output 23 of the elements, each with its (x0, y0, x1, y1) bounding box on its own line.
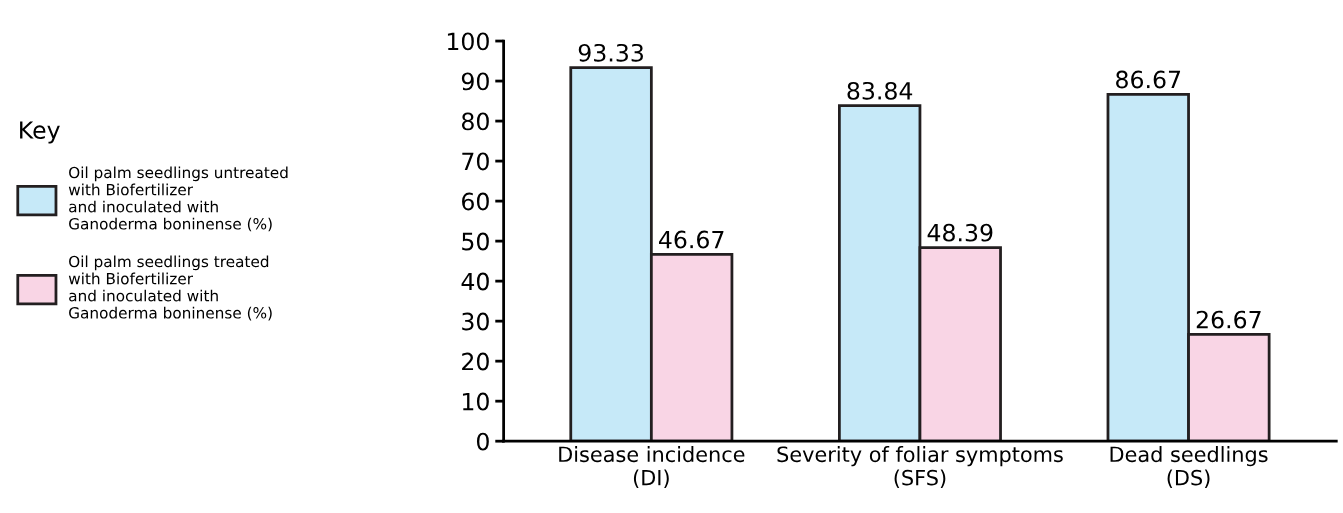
y-tick-label: 50 (462, 232, 489, 251)
data-label: 86.67 (1116, 70, 1181, 89)
data-label: 83.84 (847, 81, 913, 100)
y-tick-label: 10 (462, 392, 489, 411)
x-tick-label: Severity of foliar symptoms (SFS) (777, 446, 1063, 488)
legend-label: Oil palm seedlings treated with Biofertilizer and inoculated with Ganoderma boninense (%) (68, 255, 272, 321)
y-tick-label: 60 (462, 192, 489, 211)
data-label: 46.67 (659, 230, 724, 249)
data-label: 48.39 (927, 223, 993, 242)
y-tick-label: 40 (461, 272, 489, 291)
legend-label: Oil palm seedlings untreated with Biofertilizer and inoculated with Ganoderma boninense (%) (68, 166, 288, 232)
data-label: 26.67 (1196, 310, 1261, 329)
y-tick-label: 100 (447, 32, 489, 51)
x-tick-label: Disease incidence (DI) (559, 446, 745, 488)
legend-title: Key (20, 121, 60, 144)
data-label: 93.33 (578, 43, 643, 62)
y-tick-label: 30 (462, 312, 489, 331)
x-tick-label: Dead seedlings (DS) (1110, 446, 1268, 488)
y-tick-label: 90 (461, 72, 489, 91)
y-tick-label: 0 (476, 432, 489, 451)
y-tick-label: 70 (462, 152, 489, 171)
y-tick-label: 20 (462, 352, 489, 371)
y-tick-label: 80 (461, 112, 489, 131)
